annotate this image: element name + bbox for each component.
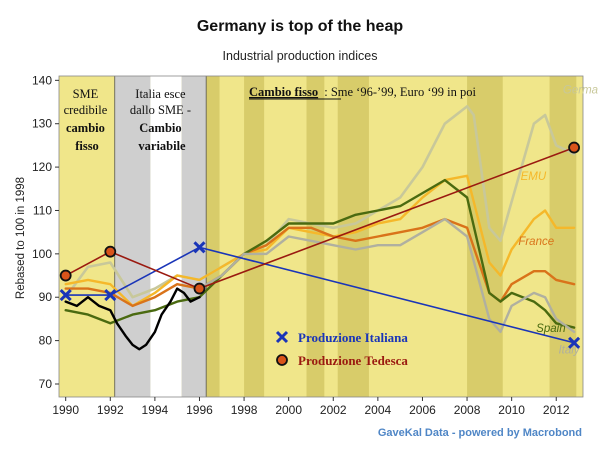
y-tick-label: 100	[32, 247, 52, 261]
legend: Produzione Italiana Produzione Tedesca	[275, 330, 408, 368]
x-tick-label: 1990	[52, 403, 79, 417]
plot-border	[58, 75, 584, 398]
background-bands	[59, 76, 577, 397]
x-tick-label: 2006	[409, 403, 436, 417]
series-layer	[64, 105, 576, 351]
regime-band	[150, 76, 182, 397]
x-tick-label: 1992	[97, 403, 124, 417]
series-label-italy: Italy	[558, 345, 580, 357]
x-tick-label: 2010	[498, 403, 525, 417]
regime-band	[181, 76, 207, 397]
legend-tedesca-label: Produzione Tedesca	[298, 353, 408, 368]
x-tick-label: 1998	[231, 403, 258, 417]
x-tick-label: 2000	[275, 403, 302, 417]
annotation-sme-line2: credibile	[64, 103, 108, 117]
overlay-lines	[59, 141, 581, 349]
recession-stripe	[337, 76, 369, 397]
y-tick-label: 130	[32, 117, 52, 131]
annotation-esce-line2: dallo SME -	[130, 103, 191, 117]
legend-italiana-label: Produzione Italiana	[298, 330, 408, 345]
annotation-fisso-bold: Cambio fisso	[249, 85, 318, 99]
recession-stripe	[206, 76, 220, 397]
y-axis-label: Rebased to 100 in 1998	[15, 177, 27, 299]
legend-tedesca-marker	[276, 354, 288, 366]
recession-stripe	[244, 76, 265, 397]
series-label-spain: Spain	[536, 323, 565, 335]
chart-credit: GaveKal Data - powered by Macrobond	[378, 427, 582, 439]
overlay-italian-line	[65, 246, 575, 344]
annotation-sme-line3: cambio	[66, 121, 105, 135]
overlay-german-line	[65, 146, 575, 290]
y-tick-label: 70	[39, 377, 53, 391]
annotation-italia-esce: Italia esce dallo SME - Cambio variabile	[130, 87, 194, 153]
plot-area	[58, 75, 584, 398]
overlay-german-marker	[59, 269, 72, 282]
overlay-german-marker	[568, 141, 580, 154]
x-tick-label: 2002	[320, 403, 347, 417]
annotation-sme: SME credibile cambio fisso	[64, 87, 111, 153]
chart-title: Germany is top of the heap	[197, 18, 403, 35]
series-label-emu: EMU	[521, 171, 547, 183]
legend-italiana-marker	[275, 330, 289, 344]
series-line-italy	[198, 217, 576, 334]
series-line-italy-1990-96	[64, 287, 201, 351]
overlay-italian-marker	[104, 289, 117, 302]
overlay-italian-marker	[59, 289, 72, 302]
y-tick-label: 120	[32, 160, 52, 174]
y-tick-label: 80	[39, 334, 53, 348]
x-tick-label: 2012	[543, 403, 570, 417]
series-line-france	[64, 217, 576, 308]
annotation-esce-line4: variabile	[138, 139, 186, 153]
x-tick-label: 1994	[142, 403, 169, 417]
y-tick-label: 90	[39, 290, 53, 304]
series-label-germany: Germany	[563, 84, 598, 96]
chart-subtitle: Industrial production indices	[223, 49, 378, 63]
overlay-german-marker	[193, 282, 206, 295]
y-tick-label: 140	[32, 73, 52, 87]
annotation-fisso-rest: : Sme ‘96-’99, Euro ‘99 in poi	[324, 85, 476, 99]
series-line-spain	[64, 178, 576, 329]
x-tick-label: 1996	[186, 403, 213, 417]
overlay-german-marker	[104, 245, 117, 258]
annotation-cambio-fisso: Cambio fisso : Sme ‘96-’99, Euro ‘99 in …	[249, 85, 476, 99]
annotation-esce-line3: Cambio	[139, 121, 181, 135]
x-tick-label: 2004	[365, 403, 392, 417]
series-labels: Germany EMU France Spain Italy	[518, 84, 598, 356]
y-tick-label: 110	[33, 203, 52, 217]
annotation-sme-line1: SME	[73, 87, 99, 101]
x-tick-label: 2008	[454, 403, 481, 417]
axes: 1990 1992 1994 1996 1998 2000 2002 2004 2006 2008…	[32, 73, 570, 417]
overlay-italian-marker	[568, 336, 581, 349]
regime-band	[59, 76, 115, 397]
annotation-esce-line1: Italia esce	[135, 87, 186, 101]
overlay-italian-marker	[193, 241, 206, 254]
series-line-germany	[64, 105, 576, 299]
recession-stripe	[306, 76, 325, 397]
annotation-sme-line4: fisso	[75, 139, 99, 153]
regime-annotations: SME credibile cambio fisso Italia esce d…	[64, 85, 477, 153]
series-label-france: France	[518, 236, 554, 248]
